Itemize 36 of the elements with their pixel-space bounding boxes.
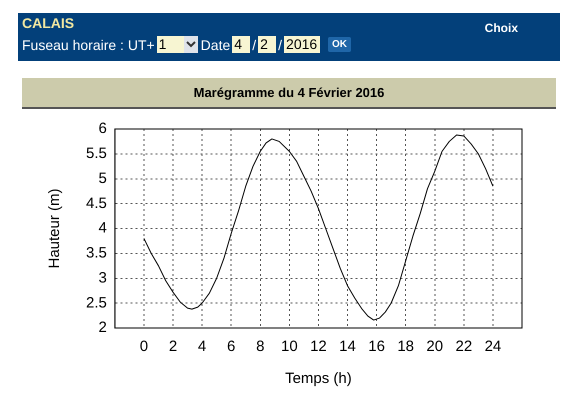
x-tick-label: 0 [140, 338, 148, 356]
text: OK [328, 37, 352, 52]
x-tick-label: 6 [227, 338, 236, 356]
text: 1 [156, 36, 184, 53]
text: Fuseau horaire : UT+ [22, 36, 155, 52]
x-tick-label: 22 [455, 338, 472, 356]
x-tick-label: 14 [339, 338, 356, 356]
x-tick-label: 18 [397, 338, 414, 356]
text: / [278, 36, 282, 52]
x-tick-label: 8 [256, 338, 264, 356]
text: Choix [484, 21, 518, 35]
x-tick-label: 24 [484, 338, 502, 356]
x-tick-label: 10 [281, 338, 298, 356]
text: 4 [232, 36, 250, 53]
y-tick-label: 4.5 [86, 194, 107, 212]
x-tick-label: 12 [310, 338, 327, 356]
text: / [252, 36, 256, 52]
text: CALAIS [22, 15, 74, 31]
text: Date [200, 36, 230, 52]
y-tick-label: 5 [98, 170, 107, 187]
x-tick-label: 20 [426, 338, 444, 356]
x-tick-label: 4 [198, 338, 206, 356]
text: 2 [258, 36, 276, 53]
x-axis-title: Temps (h) [285, 370, 352, 388]
y-tick-label: 3 [98, 269, 107, 286]
y-tick-label: 5.5 [86, 145, 107, 162]
x-tick-label: 2 [168, 338, 178, 356]
text: 2016 [284, 36, 320, 53]
x-tick-label: 16 [368, 338, 385, 356]
y-tick-label: 6 [98, 120, 107, 138]
y-tick-label: 2.5 [86, 294, 107, 312]
chart-title: Marégramme du 4 Février 2016 [22, 78, 556, 109]
y-tick-label: 4 [98, 220, 107, 237]
y-tick-label: 2 [98, 319, 107, 336]
y-tick-label: 3.5 [86, 244, 107, 262]
y-axis-title: Hauteur (m) [46, 188, 64, 269]
